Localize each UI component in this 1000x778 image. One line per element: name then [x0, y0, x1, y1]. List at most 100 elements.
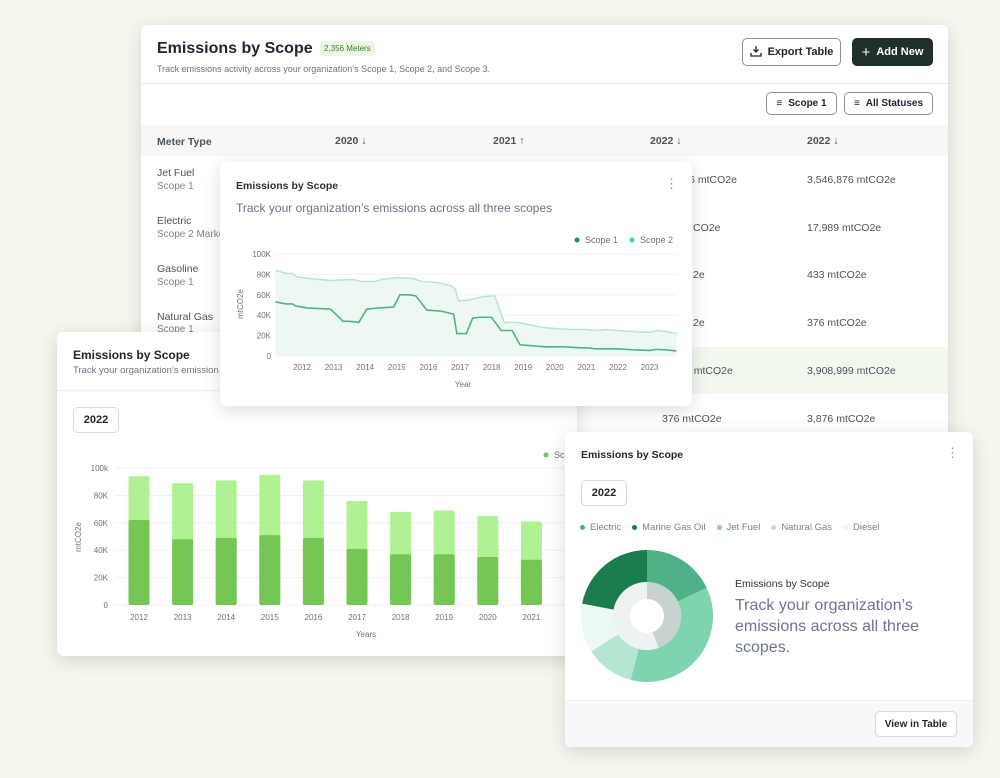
pie-slice-natural-gas [591, 634, 639, 680]
pie-slice-jet-fuel [630, 587, 713, 682]
view-in-table-button[interactable]: View in Table [875, 711, 957, 737]
legend-dot-scope-2 [629, 237, 635, 243]
status-filter-label: All Statuses [865, 98, 924, 109]
filter-icon: ≡ [853, 98, 860, 109]
legend-item: Jet Fuel [716, 522, 761, 533]
column-header-2022-b[interactable]: 2022 ↓ [807, 135, 839, 147]
row-cell: 3,546,876 mtCO2e [807, 174, 896, 186]
x-tick-label: 2015 [388, 363, 406, 372]
bar-scope-1 [128, 520, 150, 605]
row-scope: Scope 1 [157, 277, 194, 288]
y-tick-label: 100k [91, 464, 109, 473]
year-selector[interactable]: 2022 [581, 480, 627, 506]
pie-center-title: Emissions by Scope [735, 578, 830, 590]
pie-center-text: Track your organization’s emissions acro… [735, 597, 920, 656]
bar-scope-1 [346, 548, 368, 605]
legend-dot-scope-1 [574, 237, 580, 243]
row-cell: 3,876 mtCO2e [807, 413, 876, 425]
bar-scope-1 [390, 554, 412, 605]
row-cell: 6 mtCO2e [689, 174, 737, 186]
more-options-icon[interactable]: ⋮ [665, 176, 678, 191]
column-header-2020[interactable]: 2020 ↓ [335, 135, 367, 147]
y-tick-label: 40K [94, 546, 109, 555]
legend-dot [580, 525, 585, 530]
page-title: Emissions by Scope [157, 40, 313, 57]
row-cell: 2e [693, 269, 705, 281]
table-header-row [141, 125, 948, 156]
inner-ring-segment [647, 582, 681, 649]
x-tick-label: 2020 [546, 363, 564, 372]
x-tick-label: 2016 [305, 613, 323, 622]
y-axis-label: mtCO2e [236, 289, 245, 319]
line-chart-card: Emissions by Scope Track your organizati… [220, 162, 692, 406]
bar-scope-1 [433, 554, 455, 605]
row-meter-type: Natural Gas [157, 311, 214, 323]
row-cell: 433 mtCO2e [807, 269, 867, 281]
row-cell: 376 mtCO2e [807, 317, 867, 329]
sort-down-icon: ↓ [361, 135, 367, 147]
row-meter-type: Gasoline [157, 263, 199, 275]
meters-badge: 2,356 Meters [320, 41, 375, 56]
column-header-meter-type[interactable]: Meter Type [157, 136, 212, 148]
y-tick-label: 60K [257, 291, 272, 300]
bar-scope-1 [520, 559, 542, 605]
y-tick-label: 20K [257, 332, 272, 341]
row-meter-type: Electric [157, 215, 192, 227]
status-filter-button[interactable]: ≡ All Statuses [844, 92, 933, 115]
filter-icon: ≡ [776, 98, 783, 109]
y-tick-label: 0 [104, 601, 109, 610]
x-axis-label: Years [356, 630, 376, 639]
row-scope: Scope 1 [157, 324, 194, 335]
bar-scope-1 [259, 535, 281, 605]
y-tick-label: 100K [252, 250, 271, 259]
download-icon [749, 45, 762, 60]
add-new-button[interactable]: + Add New [852, 38, 933, 66]
legend-item: Diesel [843, 522, 879, 533]
x-axis-label: Year [455, 380, 472, 389]
pie-slice-electric [647, 550, 707, 602]
pie-slice-diesel [581, 603, 619, 652]
x-tick-label: 2018 [483, 363, 501, 372]
sort-up-icon: ↑ [519, 135, 525, 147]
x-tick-label: 2013 [174, 613, 192, 622]
x-tick-label: 2021 [578, 363, 596, 372]
inner-ring-segment [613, 582, 659, 650]
column-label: 2021 [493, 135, 517, 147]
pie-chart-card: Emissions by Scope ⋮ 2022 Electric Marine… [565, 432, 973, 747]
year-selector[interactable]: 2022 [73, 407, 119, 433]
legend-label: Jet Fuel [726, 522, 761, 533]
plus-icon: + [861, 43, 871, 61]
legend-label: Marine Gas Oil [642, 522, 706, 533]
y-tick-label: 80K [94, 491, 109, 500]
legend-label: Diesel [853, 522, 880, 533]
sort-down-icon: ↓ [676, 135, 682, 147]
row-meter-type: Jet Fuel [157, 167, 195, 179]
bar-card-title: Emissions by Scope [73, 348, 190, 362]
export-table-button[interactable]: Export Table [742, 38, 841, 66]
legend-item: Marine Gas Oil [632, 522, 706, 533]
sort-down-icon: ↓ [833, 135, 839, 147]
bar-scope-1 [477, 557, 499, 605]
y-tick-label: 40K [257, 311, 272, 320]
bar-scope-1 [172, 539, 194, 605]
scope-filter-button[interactable]: ≡ Scope 1 [766, 92, 837, 115]
export-label: Export Table [767, 46, 834, 58]
column-header-2021[interactable]: 2021 ↑ [493, 135, 525, 147]
more-options-icon[interactable]: ⋮ [946, 445, 959, 460]
pie-legend: Electric Marine Gas Oil Jet Fuel Natural Ga… [580, 522, 879, 533]
row-scope: Scope 1 [157, 181, 194, 192]
y-axis-label: mtCO2e [74, 522, 83, 552]
column-header-2022[interactable]: 2022 ↓ [650, 135, 682, 147]
row-cell: 2e [693, 317, 705, 329]
x-tick-label: 2017 [451, 363, 469, 372]
pie-slice-marine-gas-oil [582, 550, 647, 610]
scope-2-area [275, 270, 677, 356]
legend-dot [771, 525, 777, 530]
x-tick-label: 2015 [261, 613, 279, 622]
x-tick-label: 2013 [325, 363, 343, 372]
y-tick-label: 0 [267, 352, 272, 361]
legend-item: Electric [580, 522, 621, 533]
y-tick-label: 60K [94, 519, 109, 528]
y-tick-label: 80K [257, 270, 272, 279]
row-cell: 17,989 mtCO2e [807, 222, 882, 234]
